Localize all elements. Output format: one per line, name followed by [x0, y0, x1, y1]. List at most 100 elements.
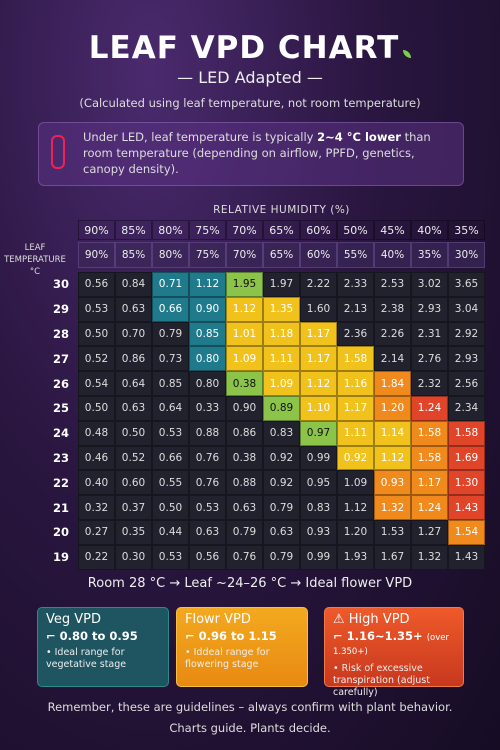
vpd-cell: 1.12: [374, 445, 411, 471]
vpd-cell: 0.35: [115, 520, 152, 545]
col-header: 65%: [263, 242, 300, 268]
box-desc: • Risk of excessive transpiration (adjus…: [333, 663, 430, 698]
box-name: Flowr VPD: [185, 612, 251, 627]
col-header: 65%: [263, 220, 300, 240]
vpd-cell: 1.93: [337, 544, 374, 570]
row-label: 30: [52, 277, 69, 292]
vpd-cell: 0.27: [78, 520, 115, 545]
col-header: 70%: [226, 220, 263, 240]
vpd-cell: 1.09: [337, 470, 374, 496]
box-desc: • Ideal range for vegetative stage: [46, 647, 127, 670]
col-header: 60%: [300, 242, 337, 268]
vpd-cell: 2.53: [374, 272, 411, 297]
col-header: 55%: [337, 242, 374, 268]
vpd-cell: 0.76: [226, 544, 263, 570]
vpd-cell: 1.12: [189, 272, 226, 297]
veg-box: Veg VPD ⌐ 0.80 to 0.95 • Ideal range for v…: [37, 607, 169, 687]
vpd-cell: 1.58: [337, 346, 374, 372]
box-range: ⌐ 1.16~1.35+: [333, 629, 423, 643]
vpd-cell: 1.01: [226, 321, 263, 347]
row-label: 28: [52, 326, 69, 341]
vpd-cell: 1.69: [448, 445, 485, 471]
vpd-cell: 1.43: [448, 495, 485, 520]
row-label: 23: [52, 450, 69, 465]
col-header: 80%: [152, 220, 189, 240]
vpd-cell: 0.66: [152, 296, 189, 322]
vpd-cell: 1.54: [448, 520, 485, 545]
vpd-cell: 3.04: [448, 296, 485, 322]
info-after: than room temperature (depending on airf…: [83, 130, 431, 176]
vpd-cell: 0.99: [300, 445, 337, 471]
vpd-cell: 0.97: [300, 420, 337, 446]
vpd-cell: 0.37: [115, 495, 152, 520]
vpd-cell: 2.93: [448, 346, 485, 372]
col-header: 80%: [152, 242, 189, 268]
vpd-cell: 0.84: [115, 272, 152, 297]
info-bold: 2~4 °C lower: [317, 130, 401, 144]
vpd-cell: 1.20: [337, 520, 374, 545]
vpd-cell: 0.64: [115, 371, 152, 396]
subtitle: — LED Adapted —: [177, 68, 323, 87]
vpd-cell: 1.67: [374, 544, 411, 570]
vpd-cell: 1.11: [263, 346, 300, 372]
vpd-cell: 1.17: [337, 396, 374, 421]
vpd-cell: 1.20: [374, 396, 411, 421]
vpd-cell: 1.18: [263, 321, 300, 347]
vpd-cell: 1.24: [411, 396, 448, 421]
row-header: LEAF TEMPERATURE °C: [4, 243, 66, 277]
vpd-cell: 2.31: [411, 321, 448, 347]
vpd-cell: 1.58: [411, 420, 448, 446]
vpd-cell: 1.43: [448, 544, 485, 570]
vpd-cell: 2.38: [374, 296, 411, 322]
col-header: 50%: [337, 220, 374, 240]
row-label: 20: [52, 525, 69, 540]
vpd-cell: 0.52: [115, 445, 152, 471]
vpd-cell: 0.63: [115, 296, 152, 322]
col-header: 35%: [411, 242, 448, 268]
info-before: Under LED, leaf temperature is typically: [83, 130, 318, 144]
vpd-cell: 0.76: [189, 470, 226, 496]
row-label: 21: [52, 500, 69, 515]
title-text: LEAF VPD CHART: [88, 30, 400, 66]
vpd-cell: 0.66: [152, 445, 189, 471]
vpd-cell: 0.73: [152, 346, 189, 372]
vpd-cell: 0.90: [226, 396, 263, 421]
vpd-cell: 0.38: [226, 445, 263, 471]
vpd-cell: 0.30: [115, 544, 152, 570]
vpd-cell: 0.80: [189, 371, 226, 396]
row-label: 24: [52, 426, 69, 441]
col-header: 70%: [226, 242, 263, 268]
vpd-cell: 2.13: [337, 296, 374, 322]
row-label: 29: [52, 302, 69, 317]
vpd-cell: 2.26: [374, 321, 411, 347]
vpd-cell: 0.60: [115, 470, 152, 496]
footer-line: Remember, these are guidelines – always …: [47, 700, 453, 714]
vpd-cell: 1.95: [226, 272, 263, 297]
vpd-cell: 2.14: [374, 346, 411, 372]
leaf-icon: [403, 50, 412, 58]
vpd-cell: 0.89: [263, 396, 300, 421]
vpd-cell: 0.38: [226, 371, 263, 396]
note: (Calculated using leaf temperature, not …: [79, 96, 421, 110]
vpd-cell: 0.95: [300, 470, 337, 496]
vpd-cell: 2.33: [337, 272, 374, 297]
vpd-cell: 0.54: [78, 371, 115, 396]
vpd-cell: 2.36: [337, 321, 374, 347]
vpd-cell: 1.12: [226, 296, 263, 322]
vpd-cell: 1.97: [263, 272, 300, 297]
vpd-cell: 0.55: [152, 470, 189, 496]
box-range: ⌐ 0.80 to 0.95: [46, 629, 138, 643]
vpd-cell: 0.32: [78, 495, 115, 520]
vpd-cell: 0.92: [263, 470, 300, 496]
box-name: ⚠ High VPD: [333, 612, 410, 627]
vpd-cell: 1.16: [337, 371, 374, 396]
vpd-cell: 0.46: [78, 445, 115, 471]
vpd-cell: 0.56: [78, 272, 115, 297]
vpd-cell: 0.76: [189, 445, 226, 471]
row-label: 26: [52, 376, 69, 391]
vpd-cell: 2.34: [448, 396, 485, 421]
vpd-cell: 1.10: [300, 396, 337, 421]
vpd-cell: 1.58: [411, 445, 448, 471]
vpd-cell: 0.63: [263, 520, 300, 545]
